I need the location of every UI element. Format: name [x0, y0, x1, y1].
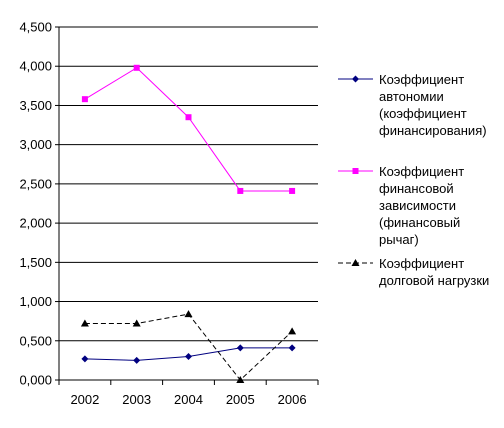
y-tick-label: 2,000	[19, 216, 52, 231]
data-point	[133, 356, 141, 364]
y-tick-label: 0,000	[19, 373, 52, 388]
data-point	[236, 344, 244, 352]
legend: Коэффициент автономии (коэффициент финансир…	[338, 72, 489, 288]
series-2	[81, 64, 296, 194]
legend-marker	[352, 75, 359, 83]
data-point	[81, 355, 89, 363]
legend-label: автономии	[379, 89, 444, 104]
legend-entry-3: Коэффициент долговой нагрузки	[338, 256, 489, 288]
legend-label: рычаг)	[379, 232, 419, 247]
data-point	[80, 319, 89, 327]
y-tick-label: 3,000	[19, 137, 52, 152]
data-series	[80, 64, 297, 383]
data-point	[288, 327, 297, 335]
data-point	[236, 376, 245, 383]
gridlines	[59, 26, 318, 342]
x-axis-tick-labels: 2002 2003 2004 2005 2006	[70, 392, 306, 407]
y-tick-label: 3,500	[19, 98, 52, 113]
x-tick-label: 2006	[278, 392, 307, 407]
legend-label: Коэффициент	[379, 164, 464, 179]
y-axis-tick-labels: 0,000 0,500 1,000 1,500 2,000 2,500 3,000 3,500…	[19, 20, 52, 388]
series-3	[80, 310, 297, 383]
series-line	[84, 67, 293, 192]
legend-label: зависимости	[379, 198, 456, 213]
legend-label: (финансовый	[379, 215, 460, 230]
y-tick-label: 4,500	[19, 20, 52, 35]
data-point	[288, 344, 296, 352]
data-point	[289, 187, 296, 194]
legend-marker	[351, 259, 360, 266]
legend-label: Коэффициент	[379, 72, 464, 87]
data-point	[185, 352, 192, 360]
legend-label: (коэффициент	[379, 106, 467, 121]
data-point	[132, 319, 141, 327]
x-tick-label: 2005	[226, 392, 255, 407]
legend-entry-1: Коэффициент автономии (коэффициент финансир…	[338, 72, 487, 138]
y-tick-label: 4,000	[19, 59, 52, 74]
legend-entry-2: Коэффициент финансовой зависимости (финансо…	[338, 164, 464, 247]
legend-label: долговой нагрузки	[379, 273, 489, 288]
x-tick-label: 2002	[70, 392, 99, 407]
x-tick-label: 2004	[174, 392, 203, 407]
data-point	[81, 96, 88, 103]
data-point	[185, 114, 192, 121]
legend-label: финансирования)	[379, 123, 487, 138]
y-tick-label: 1,500	[19, 255, 52, 270]
y-tick-label: 1,000	[19, 294, 52, 309]
legend-marker	[352, 168, 359, 174]
axes	[55, 26, 319, 385]
data-point	[133, 64, 140, 71]
x-tick-label: 2003	[122, 392, 151, 407]
data-point	[184, 310, 193, 318]
series-1	[81, 344, 296, 364]
legend-label: финансовой	[379, 181, 454, 196]
legend-label: Коэффициент	[379, 256, 464, 271]
y-tick-label: 2,500	[19, 176, 52, 191]
y-tick-label: 0,500	[19, 333, 52, 348]
series-line	[84, 313, 293, 381]
data-point	[237, 187, 244, 194]
